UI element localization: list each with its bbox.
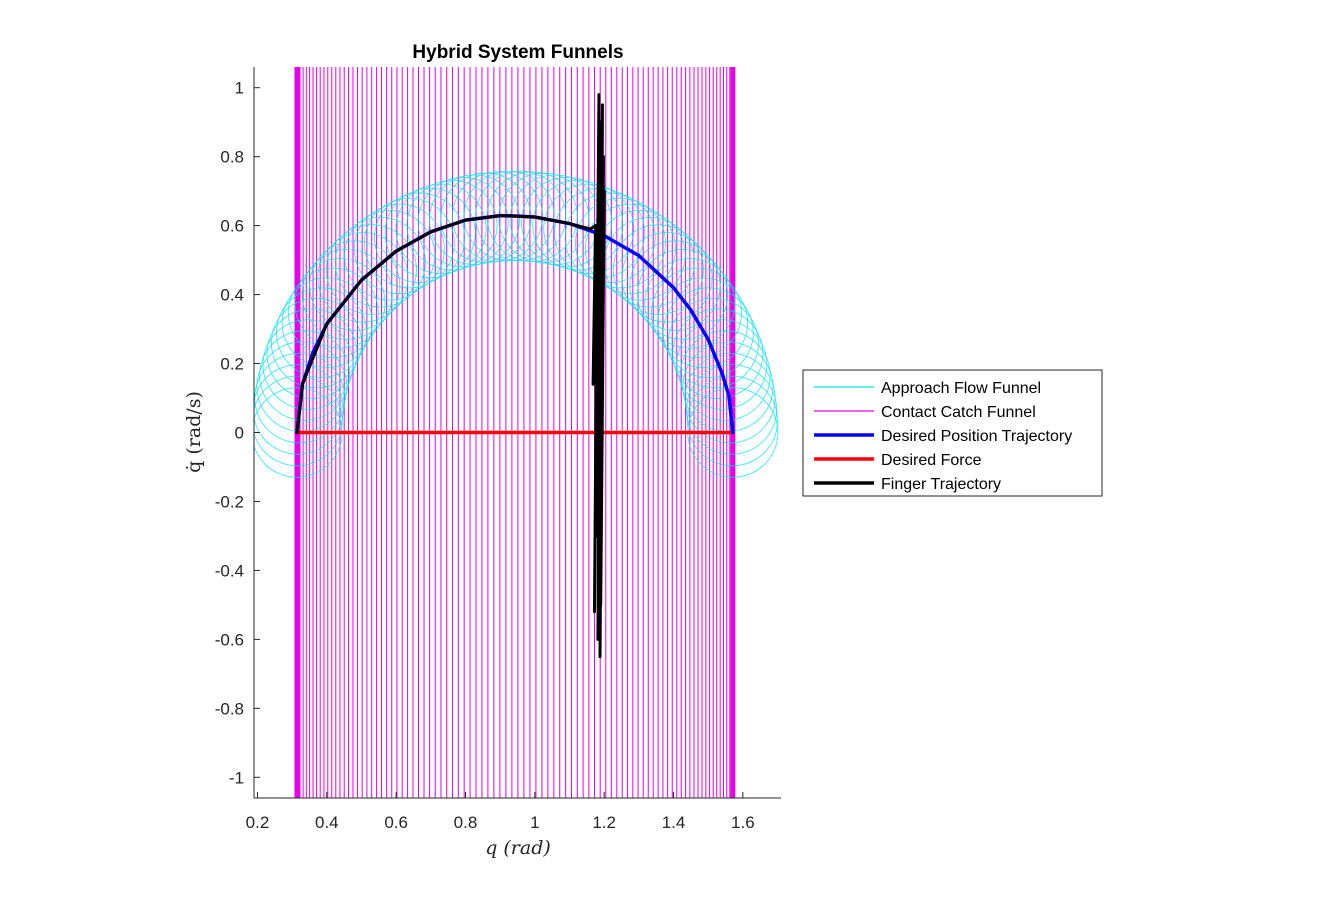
finger-trajectory-line — [295, 93, 606, 659]
approach-funnel-ellipse — [637, 249, 729, 340]
x-tick-label: 0.6 — [384, 813, 408, 832]
approach-funnel-ellipse — [687, 375, 778, 467]
approach-funnel-ellipse — [417, 176, 509, 268]
legend-label-finger: Finger Trajectory — [881, 476, 1001, 493]
approach-funnel-ellipse — [254, 375, 343, 467]
legend-label-approach: Approach Flow Funnel — [881, 380, 1041, 397]
approach-funnel-ellipse — [429, 174, 520, 265]
approach-funnel-ellipse — [254, 352, 346, 444]
approach-funnel-ellipse — [317, 232, 409, 323]
x-tick-label: 1 — [530, 813, 539, 832]
approach-funnel-ellipse — [325, 224, 417, 315]
approach-funnel-ellipse — [353, 203, 445, 295]
chart-title: Hybrid System Funnels — [412, 42, 623, 63]
approach-funnel-ellipse — [564, 192, 656, 283]
approach-funnel-ellipse — [543, 183, 635, 275]
approach-funnel-ellipse — [667, 297, 759, 389]
approach-flow-funnel — [254, 170, 779, 478]
axes: 0.2 0.4 0.6 0.8 1 1.2 1.4 1.6 1 0.8 0.6 0.4 0.2 0 -0.… — [215, 67, 781, 832]
y-tick-label: 0.2 — [220, 355, 244, 374]
approach-funnel-ellipse — [463, 170, 555, 262]
approach-funnel-ellipse — [629, 240, 721, 331]
legend: Approach Flow Funnel Contact Catch Funne… — [802, 369, 1103, 497]
legend-label-catch: Contact Catch Funnel — [881, 404, 1036, 421]
approach-funnel-ellipse — [363, 197, 455, 289]
x-tick-label: 1.4 — [662, 813, 686, 832]
y-tick-label: 0.8 — [220, 148, 244, 167]
x-tick-label: 1.2 — [592, 813, 616, 832]
approach-funnel-ellipse — [266, 308, 358, 399]
x-ticks: 0.2 0.4 0.6 0.8 1 1.2 1.4 1.6 — [246, 792, 755, 832]
approach-funnel-ellipse — [651, 267, 742, 359]
approach-funnel-ellipse — [301, 249, 393, 340]
approach-funnel-ellipse — [374, 192, 466, 283]
finger-trajectory-path — [295, 93, 606, 659]
approach-funnel-ellipse — [287, 267, 379, 359]
approach-funnel-ellipse — [384, 187, 476, 279]
approach-funnel-ellipse — [452, 171, 543, 262]
y-tick-label: -0.8 — [215, 699, 244, 718]
x-tick-label: 0.2 — [246, 813, 270, 832]
y-tick-label: -0.4 — [215, 561, 244, 580]
approach-funnel-ellipse — [334, 216, 426, 308]
approach-funnel-ellipse — [294, 258, 386, 349]
y-tick-label: -0.6 — [215, 630, 244, 649]
approach-funnel-ellipse — [344, 210, 436, 301]
x-axis-label: q (rad) — [485, 837, 551, 859]
legend-box — [802, 369, 1103, 497]
x-tick-label: 0.8 — [454, 813, 478, 832]
approach-funnel-ellipse — [657, 277, 749, 368]
approach-funnel-ellipse — [498, 172, 590, 264]
y-ticks: 1 0.8 0.6 0.4 0.2 0 -0.2 -0.4 -0.6 -0.8 -1 — [215, 79, 260, 787]
approach-funnel-ellipse — [395, 183, 487, 275]
approach-funnel-ellipse — [276, 287, 368, 378]
y-tick-label: 0.4 — [220, 286, 244, 305]
y-tick-label: 0 — [235, 424, 244, 443]
x-tick-label: 1.6 — [731, 813, 755, 832]
y-tick-label: 1 — [235, 79, 244, 98]
y-tick-label: -1 — [229, 768, 244, 787]
y-axis-label: q̇ (rad/s) — [183, 391, 205, 473]
approach-funnel-ellipse — [521, 176, 613, 268]
y-tick-label: 0.6 — [220, 217, 244, 236]
legend-label-force: Desired Force — [881, 452, 982, 469]
y-tick-label: -0.2 — [215, 492, 244, 511]
legend-label-position: Desired Position Trajectory — [881, 428, 1072, 445]
approach-funnel-ellipse — [672, 308, 764, 399]
approach-funnel-ellipse — [532, 179, 624, 271]
approach-funnel-ellipse — [621, 232, 713, 323]
approach-funnel-ellipse — [475, 170, 567, 262]
approach-funnel-ellipse — [679, 330, 771, 421]
x-tick-label: 0.4 — [315, 813, 339, 832]
approach-funnel-ellipse — [686, 364, 778, 455]
approach-funnel-ellipse — [575, 197, 666, 289]
plot-area — [254, 67, 779, 798]
